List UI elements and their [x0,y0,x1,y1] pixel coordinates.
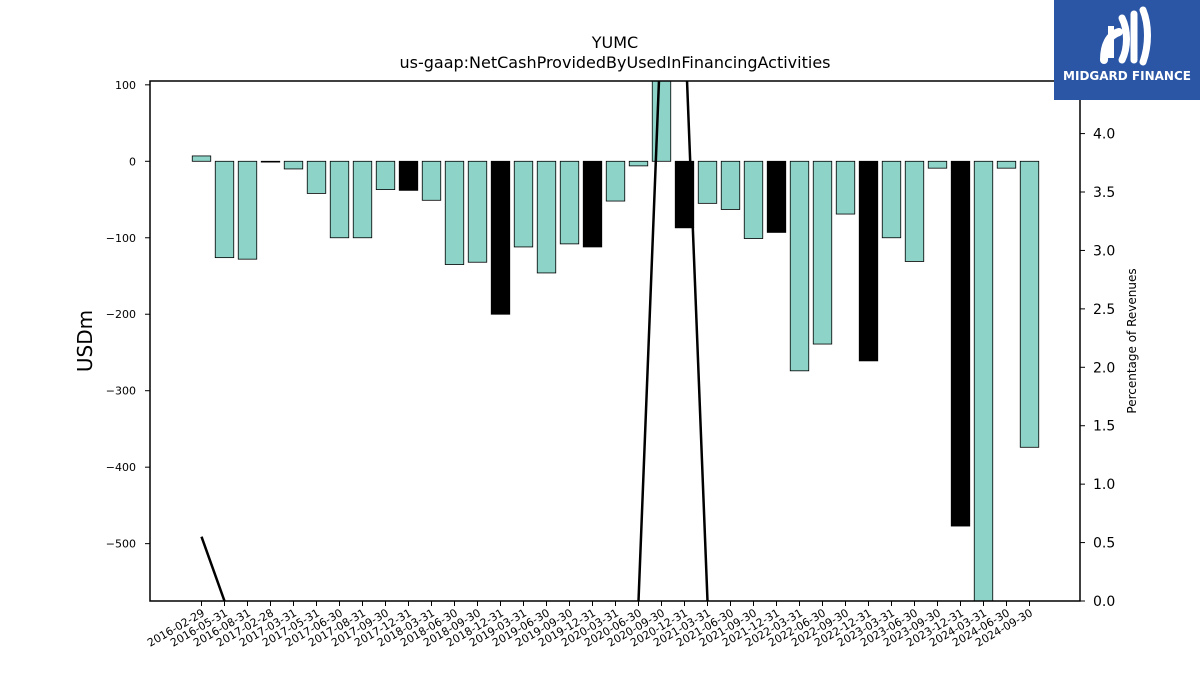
bar [260,160,281,163]
y-tick-label: 100 [115,79,136,92]
bar [398,160,419,191]
bar [950,160,971,527]
bar [467,160,488,263]
y2-tick-label: 1.5 [1093,419,1115,435]
y2-tick-label: 0.5 [1093,536,1115,552]
bar [628,160,649,167]
pct-of-revenues-line [637,81,709,601]
bar [1019,160,1040,448]
bar [306,160,327,194]
bar [490,160,511,315]
chart-title: YUMC [591,33,638,52]
bar [421,160,442,201]
bar [444,160,465,265]
bars [191,81,1040,601]
bar [858,160,879,362]
y2-axis-label: Percentage of Revenues [1125,268,1139,413]
plot-frame [149,80,1081,602]
y-tick-label: 0 [129,155,136,168]
y2-tick-label: 4.0 [1093,127,1115,143]
midgard-logo-icon [1100,6,1151,66]
y-tick-label: −300 [106,385,136,398]
bar [582,160,603,248]
bar [835,160,856,215]
bar [214,160,235,259]
bar [651,81,672,162]
y2-tick-label: 3.0 [1093,243,1115,259]
bar [743,160,764,239]
y2-tick-label: 1.0 [1093,477,1115,493]
bar [881,160,902,239]
pct-of-revenues-line [200,536,226,601]
y2-axis: 0.0 0.5 1.0 1.5 2.0 2.5 3.0 3.5 4.0 [1080,127,1115,610]
bar [559,160,580,245]
bar [720,160,741,210]
y2-tick-label: 0.0 [1093,594,1115,610]
bar [191,155,212,162]
bar [536,160,557,274]
y-axis: 100 0 −100 −200 −300 −400 −500 [106,79,150,551]
bar [513,160,534,248]
y-tick-label: −100 [106,232,136,245]
y-tick-label: −400 [106,461,136,474]
x-axis: 2016-02-292016-05-312016-08-312017-02-28… [145,601,1035,650]
bar [605,160,626,202]
bar [766,160,787,233]
logo-text: MIDGARD FINANCE [1063,69,1191,83]
bar [375,160,396,190]
bar [329,160,350,239]
chart-subtitle: us-gaap:NetCashProvidedByUsedInFinancing… [399,53,830,72]
y2-tick-label: 3.5 [1093,185,1115,201]
bar [996,160,1017,169]
y-axis-label: USDm [73,310,97,372]
pct-line-group [200,81,709,601]
bar [973,160,994,601]
y2-tick-label: 2.0 [1093,360,1115,376]
y2-tick-label: 2.5 [1093,302,1115,318]
bar [674,160,695,229]
y-tick-label: −500 [106,538,136,551]
y-tick-label: −200 [106,308,136,321]
bar [237,160,258,260]
bar [352,160,373,239]
bar [283,160,304,170]
bar [904,160,925,262]
bar [927,160,948,169]
bar [697,160,718,204]
logo: MIDGARD FINANCE [1054,0,1200,100]
bar [789,160,810,372]
bar [812,160,833,345]
